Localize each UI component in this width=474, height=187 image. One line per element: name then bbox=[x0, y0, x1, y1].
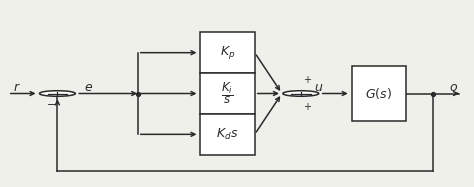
Text: $G(s)$: $G(s)$ bbox=[365, 86, 392, 101]
Text: $r$: $r$ bbox=[13, 81, 21, 94]
Text: $K_p$: $K_p$ bbox=[220, 44, 235, 61]
Bar bbox=[201, 73, 255, 114]
Text: $+$: $+$ bbox=[303, 101, 312, 112]
Bar bbox=[201, 32, 255, 73]
Bar bbox=[201, 114, 255, 155]
Text: $K_d s$: $K_d s$ bbox=[216, 127, 239, 142]
Ellipse shape bbox=[283, 91, 319, 96]
Text: $o$: $o$ bbox=[449, 81, 458, 94]
Text: $e$: $e$ bbox=[83, 81, 93, 94]
Ellipse shape bbox=[39, 91, 75, 96]
Text: $+$: $+$ bbox=[303, 74, 312, 85]
Text: $-$: $-$ bbox=[46, 98, 56, 108]
Text: $u$: $u$ bbox=[314, 81, 323, 94]
Text: $\dfrac{K_i}{s}$: $\dfrac{K_i}{s}$ bbox=[221, 81, 234, 106]
Bar bbox=[352, 66, 406, 121]
